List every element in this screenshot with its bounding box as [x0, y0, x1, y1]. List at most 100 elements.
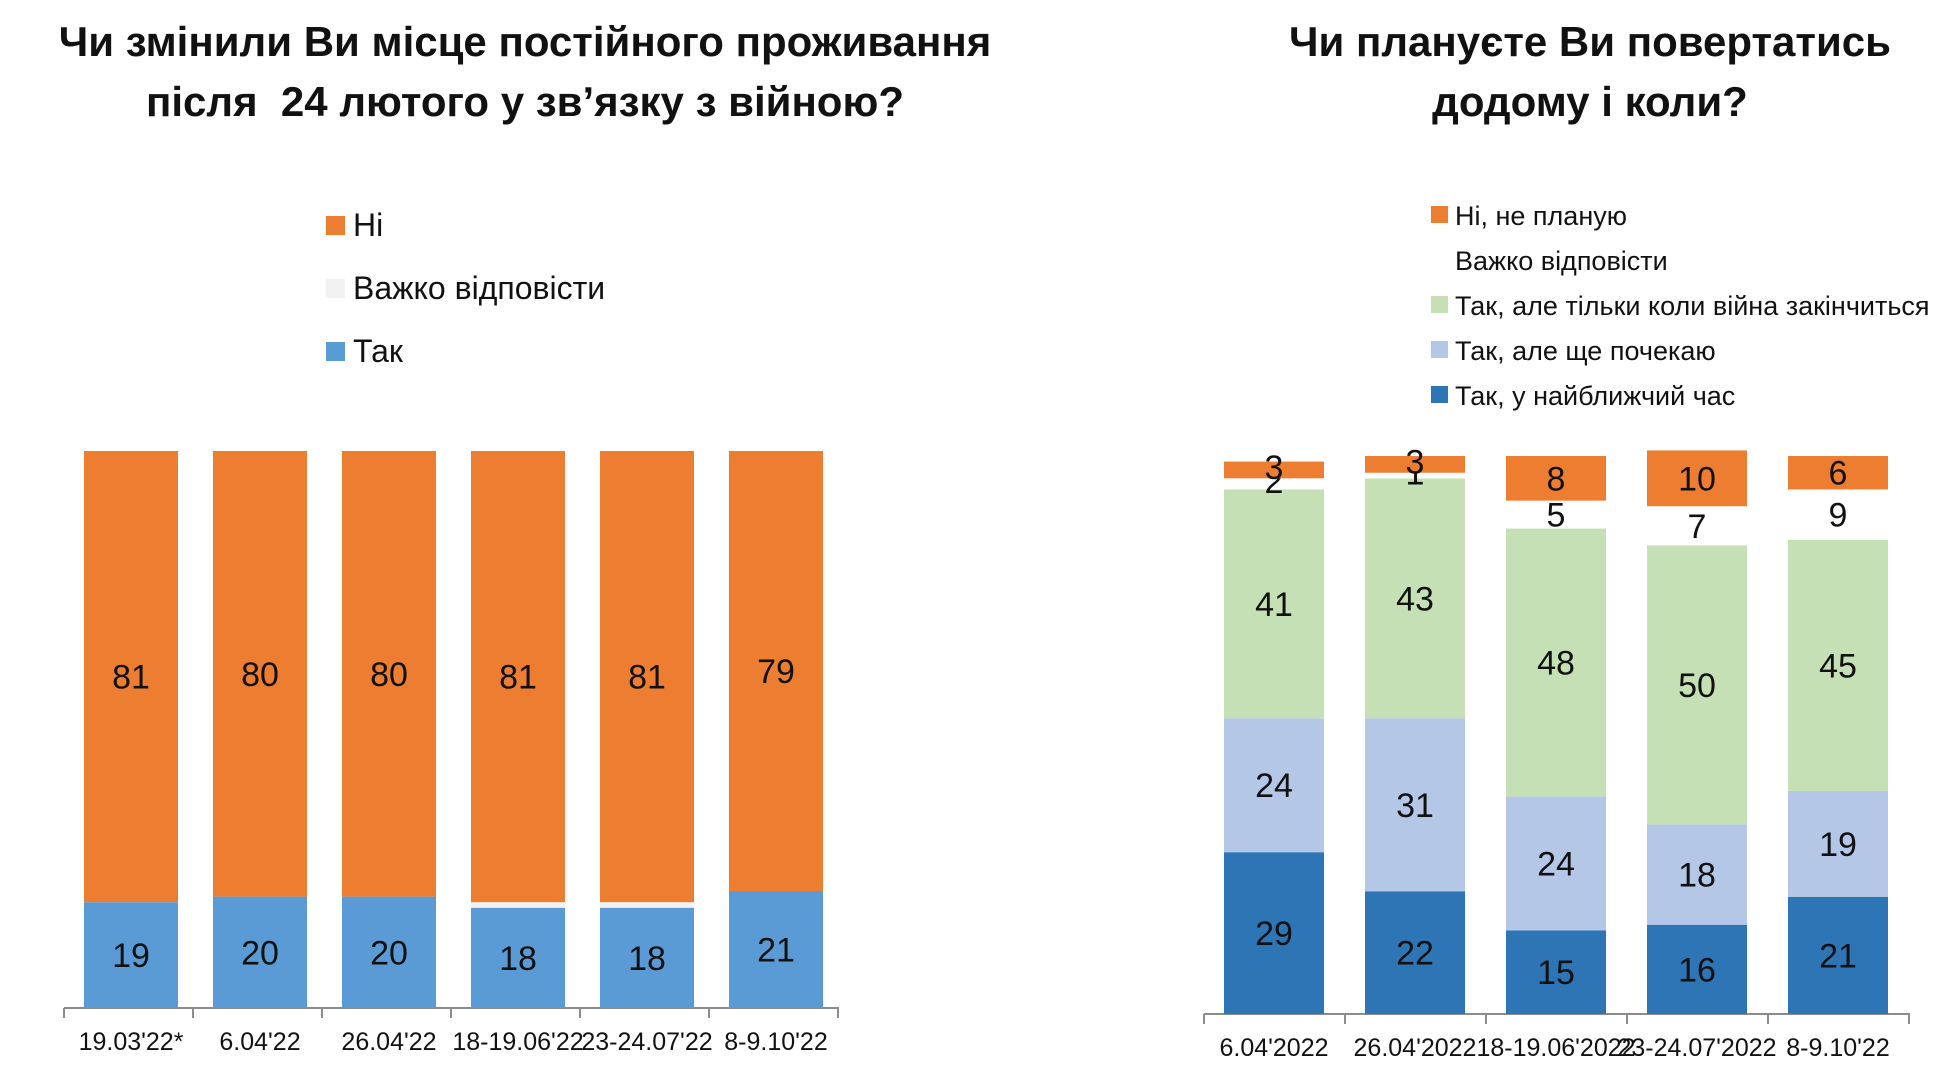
data-label: 21: [1819, 937, 1857, 975]
left-chart-title: Чи змінили Ви місце постійного проживанн…: [0, 12, 1050, 132]
legend-swatch-так-у-найближчий-час: [1431, 386, 1448, 403]
bar-segment-ні-не-планую: [1224, 461, 1324, 479]
data-label: 22: [1396, 935, 1434, 973]
data-label: 16: [1678, 951, 1716, 989]
bar-segment-важко-відповісти: [1647, 506, 1747, 546]
x-tick-label: 18-19.06'2022: [1476, 1034, 1635, 1062]
left-title-line-1: Чи змінили Ви місце постійного проживанн…: [58, 18, 992, 65]
data-label: 19: [112, 937, 150, 975]
legend-label: Так, але тільки коли війна закінчиться: [1455, 291, 1930, 321]
data-label: 31: [1396, 787, 1434, 825]
data-label: 7: [1688, 508, 1707, 546]
legend-swatch-так-але-тільки-коли-війна-закінчиться: [1431, 296, 1448, 313]
bar-segment-ні: [471, 451, 565, 903]
bar-segment-так-у-найближчий-час: [1788, 896, 1888, 1014]
bar-segment-так-але-ще-почекаю: [1224, 718, 1324, 853]
bar-segment-ні: [600, 451, 694, 903]
bar-segment-так-у-найближчий-час: [1224, 852, 1324, 1014]
bar-segment-важко-відповісти: [1224, 478, 1324, 490]
data-label: 18: [1678, 857, 1716, 895]
x-tick-label: 6.04'2022: [1219, 1034, 1328, 1062]
bar-segment-ні-не-планую: [1365, 456, 1465, 473]
data-label: 20: [370, 934, 408, 972]
x-tick-label: 26.04'2022: [1354, 1034, 1477, 1062]
legend-label: Важко відповісти: [353, 270, 605, 306]
data-label: 81: [499, 659, 537, 697]
data-label: 10: [1678, 460, 1716, 498]
bar-segment-так: [729, 891, 823, 1008]
legend-label: Ні, не планую: [1455, 201, 1627, 231]
legend-swatch-важко-відповісти: [1431, 251, 1448, 268]
x-tick-label: 8-9.10'22: [724, 1028, 827, 1056]
right-title-line-1: Чи плануєте Ви повертатись: [1289, 18, 1891, 65]
bar-segment-так-але-ще-почекаю: [1365, 718, 1465, 892]
bar-segment-ні: [342, 451, 436, 897]
bar-segment-так-але-ще-почекаю: [1647, 824, 1747, 925]
left-title-line-2: після 24 лютого у зв’язку з війною?: [146, 78, 904, 125]
bar-segment-так: [471, 907, 565, 1008]
bar-segment-важко-відповісти: [600, 902, 694, 908]
bar-segment-так: [342, 896, 436, 1008]
x-tick-label: 26.04'22: [341, 1028, 436, 1056]
data-label: 29: [1255, 915, 1293, 953]
data-label: 41: [1255, 586, 1293, 624]
x-tick-label: 18-19.06'22: [452, 1028, 583, 1056]
data-label: 48: [1537, 644, 1575, 682]
bar-segment-так-у-найближчий-час: [1365, 891, 1465, 1014]
data-label: 21: [757, 932, 795, 970]
x-tick-label: 23-24.07'22: [581, 1028, 712, 1056]
legend-label: Так, але ще почекаю: [1455, 336, 1716, 366]
bar-segment-так: [84, 902, 178, 1008]
bar-segment-ні: [729, 451, 823, 892]
x-tick-label: 19.03'22*: [79, 1028, 184, 1056]
x-tick-label: 8-9.10'22: [1786, 1034, 1889, 1062]
data-label: 3: [1265, 449, 1284, 487]
bar-segment-ні-не-планую: [1506, 456, 1606, 501]
bar-segment-так-але-ще-почекаю: [1788, 790, 1888, 897]
legend-label: Так: [353, 333, 404, 369]
bar-segment-так-у-найближчий-час: [1647, 924, 1747, 1014]
legend-swatch-так-але-ще-почекаю: [1431, 341, 1448, 358]
data-label: 45: [1819, 647, 1857, 685]
data-label: 6: [1829, 455, 1848, 493]
legend-swatch-важко-відповісти: [326, 279, 345, 298]
legend-swatch-ні-не-планую: [1431, 206, 1448, 223]
legend-swatch-ні: [326, 216, 345, 235]
bar-segment-важко-відповісти: [1365, 472, 1465, 479]
x-tick-label: 23-24.07'2022: [1617, 1034, 1776, 1062]
data-label: 50: [1678, 667, 1716, 705]
data-label: 15: [1537, 954, 1575, 992]
data-label: 20: [241, 934, 279, 972]
data-label: 79: [757, 653, 795, 691]
data-label: 81: [112, 659, 150, 697]
bar-segment-так: [213, 896, 307, 1008]
bar-segment-ні-не-планую: [1647, 450, 1747, 507]
data-label: 5: [1547, 497, 1566, 535]
bar-segment-так-у-найближчий-час: [1506, 930, 1606, 1014]
data-label: 18: [628, 940, 666, 978]
data-label: 8: [1547, 460, 1566, 498]
data-label: 81: [628, 659, 666, 697]
bar-segment-так-але-ще-почекаю: [1506, 796, 1606, 931]
right-chart-title: Чи плануєте Ви повертатись додому і коли…: [1240, 12, 1940, 132]
bar-segment-важко-відповісти: [1788, 489, 1888, 540]
right-title-line-2: додому і коли?: [1432, 78, 1748, 125]
bar-segment-так: [600, 907, 694, 1008]
legend-label: Важко відповісти: [1455, 246, 1668, 276]
bar-segment-так-але-тільки-коли-війна-закінчиться: [1788, 539, 1888, 791]
bar-segment-ні-не-планую: [1788, 456, 1888, 490]
data-label: 9: [1829, 497, 1848, 535]
bar-segment-так-але-тільки-коли-війна-закінчиться: [1647, 545, 1747, 825]
data-label: 3: [1406, 443, 1425, 481]
bar-segment-важко-відповісти: [1506, 500, 1606, 529]
legend-swatch-так: [326, 342, 345, 361]
bar-segment-так-але-тільки-коли-війна-закінчиться: [1506, 528, 1606, 797]
data-label: 18: [499, 940, 537, 978]
x-tick-label: 6.04'22: [219, 1028, 300, 1056]
data-label: 19: [1819, 826, 1857, 864]
legend-label: Ні: [353, 207, 383, 243]
data-label: 80: [241, 656, 279, 694]
